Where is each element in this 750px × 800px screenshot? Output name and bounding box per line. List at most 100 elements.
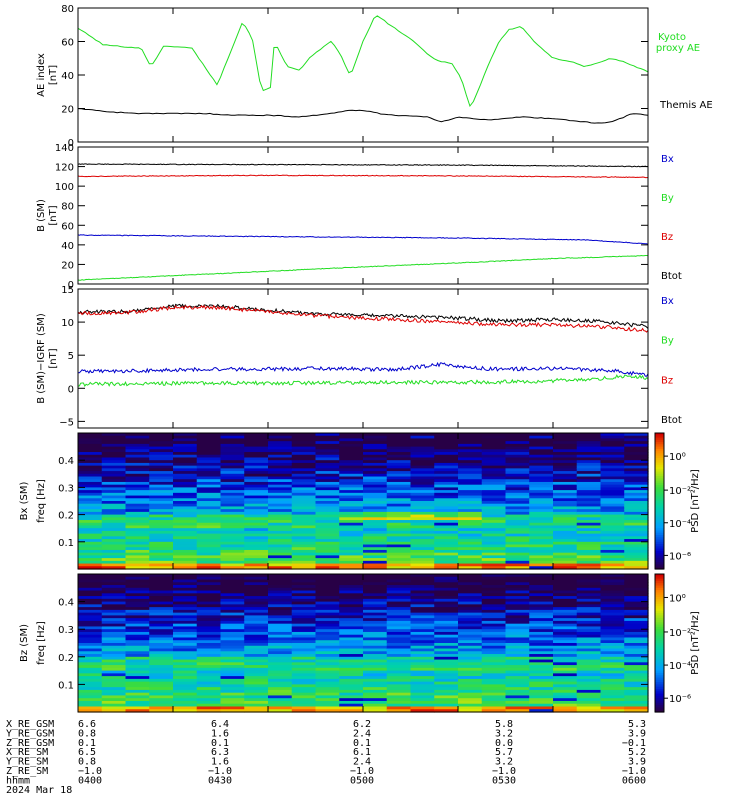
spectrogram-cell xyxy=(505,563,530,567)
spectrogram-cell xyxy=(101,593,127,597)
spectrogram-cell xyxy=(173,471,198,475)
spectrogram-cell xyxy=(553,492,578,497)
spectrogram-cell xyxy=(315,587,340,592)
spectrogram-cell xyxy=(363,587,388,592)
spectrogram-cell xyxy=(315,514,340,518)
spectrogram-cell xyxy=(101,446,127,450)
spectrogram-cell xyxy=(410,536,435,540)
spectrogram-cell xyxy=(458,544,483,548)
colorbar-segment xyxy=(655,672,664,676)
spectrogram-cell xyxy=(339,484,364,488)
spectrogram-cell xyxy=(529,654,554,658)
spectrogram-cell xyxy=(220,511,245,516)
spectrogram-cell xyxy=(339,576,364,581)
spectrogram-cell xyxy=(268,684,293,688)
spectrogram-cell xyxy=(553,604,578,608)
spectrogram-cell xyxy=(268,443,293,448)
spectrogram-cell xyxy=(291,618,317,622)
spectrogram-cell xyxy=(600,593,625,597)
spectrogram-cell xyxy=(386,509,412,513)
spectrogram-cell xyxy=(196,549,222,554)
spectrogram-cell xyxy=(78,468,103,472)
spectrogram-cell xyxy=(505,623,530,628)
spectrogram-cell xyxy=(268,511,293,516)
spectrogram-cell xyxy=(624,552,649,556)
colorbar-segment xyxy=(655,677,664,681)
spectrogram-cell xyxy=(505,640,530,644)
spectrogram-cell xyxy=(624,454,649,459)
spectrogram-cell xyxy=(434,654,459,658)
spectrogram-cell xyxy=(339,643,364,647)
spectrogram-cell xyxy=(268,678,293,683)
spectrogram-cell xyxy=(149,631,174,636)
colorbar-segment xyxy=(655,519,664,522)
spectrogram-cell xyxy=(529,481,554,486)
spectrogram-cell xyxy=(268,501,293,505)
spectrogram-cell xyxy=(244,579,269,583)
spectrogram-cell xyxy=(410,654,435,658)
legend-label-themis-ae: Themis AE xyxy=(659,100,713,111)
spectrogram-cell xyxy=(339,590,364,594)
spectrogram-cell xyxy=(576,689,602,694)
spectrogram-cell xyxy=(481,476,507,480)
spectrogram-cell xyxy=(125,514,150,518)
colorbar-segment xyxy=(655,626,664,630)
spectrogram-cell xyxy=(505,678,530,683)
colorbar-segment xyxy=(655,451,664,454)
spectrogram-cell xyxy=(101,689,127,694)
spectrogram-cell xyxy=(624,555,649,559)
spectrogram-cell xyxy=(600,547,625,551)
spectrogram-cell xyxy=(78,601,103,605)
ephemeris-value: 0.1 xyxy=(78,738,96,749)
spectrogram-cell xyxy=(125,678,150,683)
spectrogram-cell xyxy=(458,533,483,537)
spectrogram-cell xyxy=(315,684,340,688)
colorbar-segment xyxy=(655,587,664,591)
spectrogram-cell xyxy=(339,587,364,592)
spectrogram-cell xyxy=(244,476,269,480)
spectrogram-cell xyxy=(78,670,103,674)
spectrogram-cell xyxy=(553,525,578,529)
spectrogram-cell xyxy=(624,618,649,622)
spectrogram-cell xyxy=(78,585,103,589)
spectrogram-cell xyxy=(78,492,103,497)
spectrogram-cell xyxy=(600,495,625,499)
spectrogram-cell xyxy=(529,454,554,459)
spectrogram-cell xyxy=(244,604,269,608)
spectrogram-cell xyxy=(600,471,625,475)
spectrogram-cell xyxy=(410,541,435,546)
spectrogram-cell xyxy=(78,457,103,461)
spectrogram-cell xyxy=(315,604,340,608)
spectrogram-cell xyxy=(244,609,269,614)
spectrogram-cell xyxy=(101,582,127,586)
spectrogram-cell xyxy=(458,549,483,554)
spectrogram-cell xyxy=(268,506,293,510)
y-axis-label: Bx (SM) xyxy=(19,482,30,521)
spectrogram-cell xyxy=(315,495,340,499)
spectrogram-cell xyxy=(173,667,198,672)
spectrogram-cell xyxy=(173,498,198,502)
spectrogram-cell xyxy=(149,549,174,554)
spectrogram-cell xyxy=(149,665,174,669)
spectrogram-cell xyxy=(101,692,127,697)
spectrogram-cell xyxy=(268,544,293,548)
spectrogram-cell xyxy=(149,662,174,666)
spectrogram-cell xyxy=(529,435,554,440)
spectrogram-cell xyxy=(196,490,222,494)
spectrogram-cell xyxy=(386,659,412,663)
spectrogram-cell xyxy=(410,678,435,683)
spectrogram-cell xyxy=(624,607,649,611)
spectrogram-cell xyxy=(553,460,578,464)
spectrogram-cell xyxy=(576,460,602,464)
spectrogram-cell xyxy=(315,552,340,556)
spectrogram-cell xyxy=(600,530,625,535)
spectrogram-cell xyxy=(481,536,507,540)
spectrogram-cell xyxy=(78,640,103,644)
spectrogram-cell xyxy=(173,443,198,448)
spectrogram-cell xyxy=(434,438,459,442)
spectrogram-cell xyxy=(600,631,625,636)
spectrogram-cell xyxy=(458,473,483,478)
spectrogram-cell xyxy=(315,585,340,589)
spectrogram-cell xyxy=(291,449,317,453)
spectrogram-cell xyxy=(529,703,554,708)
